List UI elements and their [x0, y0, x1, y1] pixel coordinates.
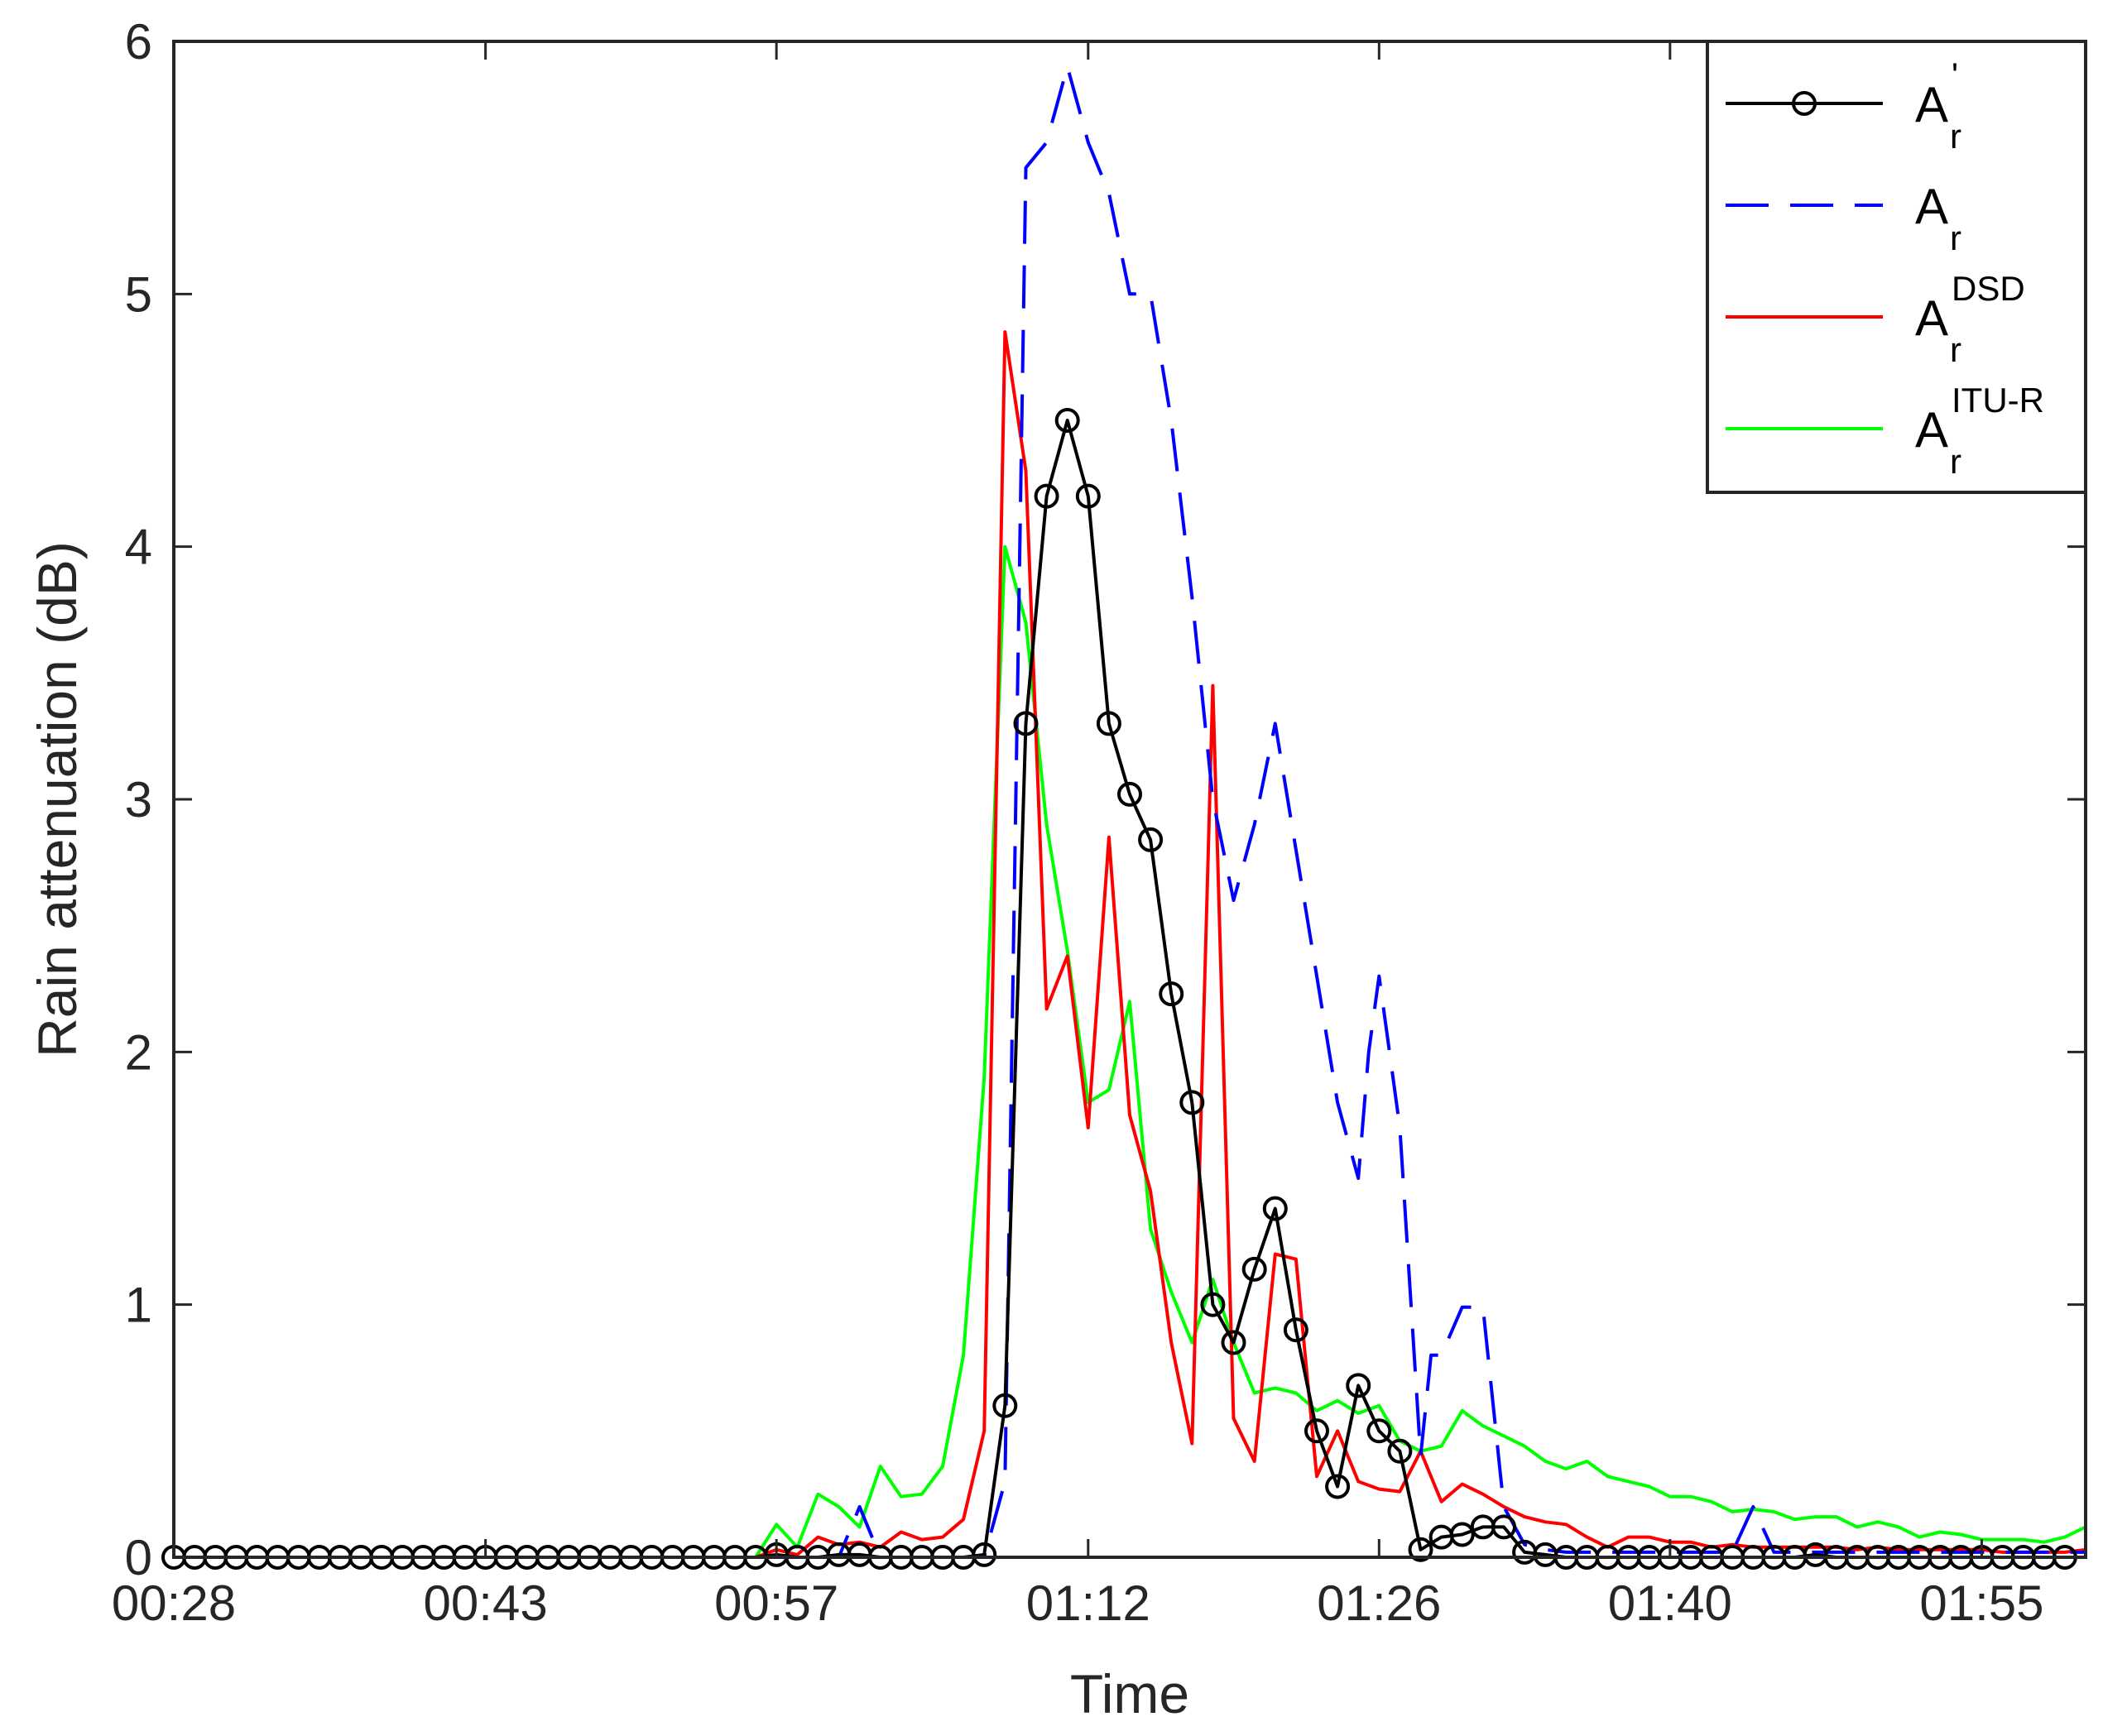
legend-label-base: A	[1915, 77, 1948, 132]
y-tick-label: 0	[125, 1530, 152, 1585]
x-tick-label: 01:12	[1026, 1575, 1150, 1631]
legend-label-subscript: r	[1950, 330, 1961, 369]
data-point	[1325, 1474, 1351, 1499]
data-point	[1449, 1522, 1475, 1547]
data-point	[1262, 1196, 1288, 1221]
y-tick-label: 4	[125, 520, 152, 575]
data-point	[1387, 1438, 1413, 1464]
x-tick-label: 00:43	[424, 1575, 548, 1631]
y-tick-label: 2	[125, 1024, 152, 1080]
y-tick-label: 1	[125, 1278, 152, 1333]
legend-label-superscript: ITU-R	[1952, 381, 2044, 420]
data-point	[1346, 1373, 1371, 1398]
data-point	[1241, 1256, 1267, 1282]
legend-label-subscript: r	[1950, 218, 1961, 257]
ticks-layer: 00:28 00:43 00:57 01:12 01:26 01:40 01:55 0 1 2 3 4…	[112, 14, 2086, 1631]
series-line-a-r-dsd	[174, 330, 2086, 1559]
data-point	[1054, 408, 1080, 433]
data-point	[1075, 483, 1101, 509]
data-point	[1491, 1514, 1516, 1540]
data-point	[1179, 1090, 1205, 1115]
y-tick-label: 3	[125, 772, 152, 827]
x-tick-label: 01:26	[1317, 1575, 1441, 1631]
x-tick-label: 00:28	[112, 1575, 236, 1631]
legend-label-superscript: '	[1952, 55, 1958, 94]
legend-label-superscript: DSD	[1952, 269, 2025, 308]
legend-label-subscript: r	[1950, 442, 1961, 481]
x-tick-label: 01:40	[1608, 1575, 1732, 1631]
data-point	[1096, 711, 1121, 736]
legend-label-base: A	[1915, 402, 1948, 458]
data-point	[1159, 981, 1184, 1007]
legend-label-base: A	[1915, 290, 1948, 346]
legend-marker	[1792, 91, 1817, 116]
y-tick-label: 5	[125, 266, 152, 322]
data-point	[1013, 711, 1039, 736]
legend-box	[1706, 40, 2087, 494]
x-tick-label: 00:57	[714, 1575, 838, 1631]
y-tick-label: 6	[125, 14, 152, 70]
data-point	[972, 1542, 997, 1567]
x-tick-label: 01:55	[1919, 1575, 2043, 1631]
data-point	[1034, 483, 1059, 509]
data-point	[1200, 1292, 1226, 1317]
y-axis-title: Rain attenuation (dB)	[26, 541, 88, 1057]
data-point	[1138, 827, 1164, 852]
data-point	[1117, 781, 1142, 807]
x-axis-title: Time	[1070, 1663, 1189, 1724]
data-point	[1221, 1330, 1246, 1355]
data-point	[1408, 1537, 1433, 1562]
data-point	[1366, 1418, 1392, 1444]
data-point	[1304, 1418, 1329, 1444]
data-point	[1283, 1317, 1308, 1343]
legend-label-subscript: r	[1950, 117, 1961, 156]
data-point	[992, 1393, 1018, 1418]
legend-label-base: A	[1915, 179, 1948, 234]
